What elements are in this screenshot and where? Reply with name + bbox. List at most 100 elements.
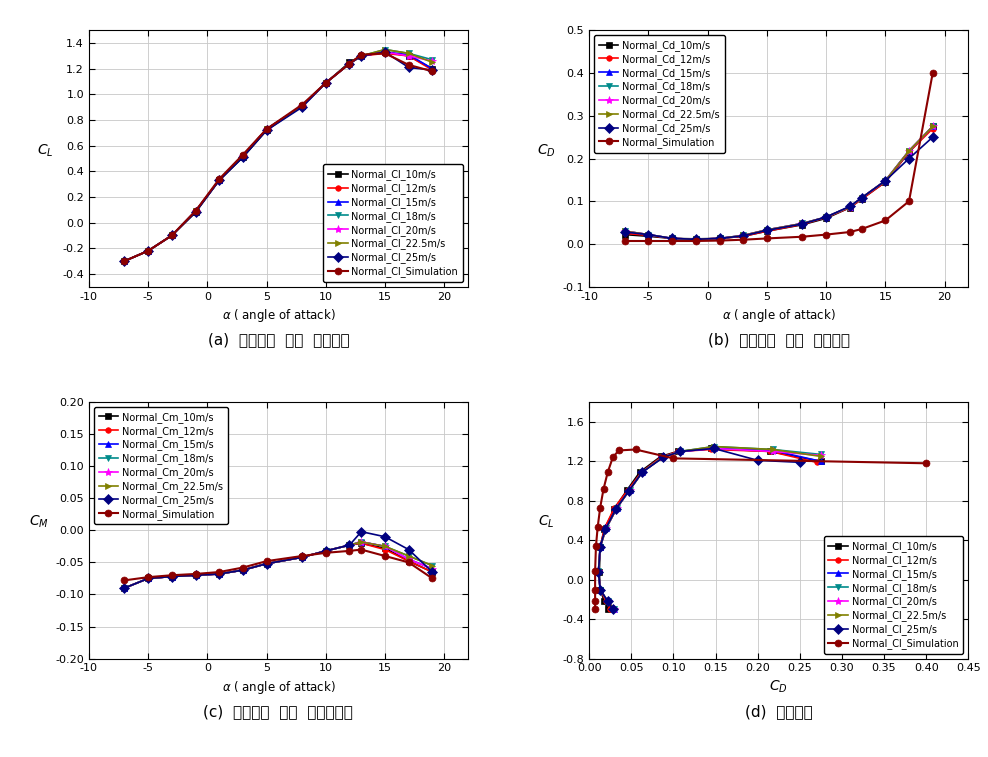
Normal_Cm_12m/s	[213, 569, 225, 578]
Normal_Cd_18m/s	[666, 234, 678, 243]
Normal_Simulation	[856, 225, 867, 234]
Normal_Cl_22.5m/s	[320, 78, 332, 87]
Normal_Cl_10m/s	[655, 452, 667, 461]
Normal_Cm_15m/s	[142, 574, 154, 583]
Normal_Cm_12m/s	[344, 540, 356, 550]
Normal_Cl_25m/s	[657, 453, 669, 462]
Normal_Cl_Simulation	[602, 468, 614, 477]
Normal_Cd_10m/s	[844, 203, 856, 212]
Normal_Cm_25m/s	[237, 565, 249, 575]
Normal_Cm_18m/s	[190, 571, 202, 580]
Normal_Cl_22.5m/s	[594, 585, 606, 594]
Line: Normal_Simulation: Normal_Simulation	[621, 70, 937, 245]
Normal_Cl_22.5m/s	[142, 246, 154, 255]
Normal_Cl_25m/s	[607, 605, 618, 614]
Normal_Cm_12m/s	[142, 574, 154, 583]
Normal_Cl_18m/s	[602, 597, 614, 606]
Normal_Cl_22.5m/s	[213, 176, 225, 185]
Legend: Normal_Cm_10m/s, Normal_Cm_12m/s, Normal_Cm_15m/s, Normal_Cm_18m/s, Normal_Cm_20: Normal_Cm_10m/s, Normal_Cm_12m/s, Normal…	[94, 407, 228, 525]
Normal_Simulation	[142, 572, 154, 581]
Normal_Cm_25m/s	[261, 559, 273, 569]
Normal_Cm_10m/s	[119, 584, 130, 593]
Normal_Cd_10m/s	[903, 148, 915, 157]
Normal_Cl_25m/s	[593, 567, 605, 576]
Normal_Cl_12m/s	[605, 605, 617, 614]
Normal_Cm_18m/s	[344, 540, 356, 550]
Normal_Cm_20m/s	[213, 569, 225, 578]
Normal_Cd_22.5m/s	[820, 213, 832, 222]
Normal_Cm_12m/s	[119, 584, 130, 593]
Normal_Cl_20m/s	[767, 447, 779, 456]
Line: Normal_Cm_18m/s: Normal_Cm_18m/s	[121, 538, 436, 591]
Normal_Simulation	[642, 236, 654, 245]
Normal_Cl_20m/s	[190, 207, 202, 216]
Normal_Simulation	[820, 230, 832, 239]
Normal_Cl_25m/s	[356, 51, 368, 61]
Normal_Cm_20m/s	[427, 564, 439, 573]
Line: Normal_Cm_20m/s: Normal_Cm_20m/s	[121, 537, 437, 592]
Normal_Cd_25m/s	[713, 234, 725, 243]
Normal_Cd_20m/s	[856, 193, 867, 202]
Normal_Cm_10m/s	[142, 574, 154, 583]
Normal_Cd_22.5m/s	[927, 122, 939, 131]
Normal_Cl_18m/s	[767, 445, 779, 454]
Normal_Cd_20m/s	[737, 231, 749, 240]
Normal_Cd_22.5m/s	[844, 202, 856, 211]
Normal_Cd_25m/s	[761, 226, 773, 235]
Normal_Cm_18m/s	[427, 561, 439, 570]
Normal_Cl_22.5m/s	[815, 452, 827, 461]
Normal_Cl_15m/s	[356, 51, 368, 61]
Normal_Cd_12m/s	[856, 195, 867, 204]
Normal_Cd_12m/s	[690, 235, 701, 244]
Normal_Cl_20m/s	[708, 444, 720, 453]
Normal_Cl_10m/s	[344, 58, 356, 67]
Normal_Cl_Simulation	[613, 446, 624, 455]
X-axis label: $\alpha$ ( angle of attack): $\alpha$ ( angle of attack)	[221, 307, 335, 324]
Line: Normal_Cl_22.5m/s: Normal_Cl_22.5m/s	[121, 46, 436, 264]
Normal_Cd_22.5m/s	[666, 234, 678, 243]
Line: Normal_Cd_20m/s: Normal_Cd_20m/s	[620, 123, 937, 244]
Normal_Cl_10m/s	[356, 51, 368, 61]
Normal_Cl_20m/s	[261, 124, 273, 133]
Normal_Cl_Simulation	[190, 207, 202, 216]
Normal_Cl_22.5m/s	[708, 442, 720, 451]
Normal_Cl_Simulation	[592, 523, 604, 532]
Normal_Cd_15m/s	[927, 122, 939, 131]
Line: Normal_Cm_10m/s: Normal_Cm_10m/s	[122, 540, 435, 591]
Normal_Cl_18m/s	[600, 524, 612, 533]
Normal_Cl_20m/s	[594, 585, 606, 594]
Normal_Cd_10m/s	[761, 226, 773, 235]
Normal_Cm_12m/s	[166, 572, 178, 581]
Normal_Cl_10m/s	[765, 447, 777, 456]
Normal_Cl_22.5m/s	[403, 48, 415, 58]
Normal_Cl_18m/s	[593, 566, 605, 575]
Normal_Cm_10m/s	[344, 540, 356, 550]
Line: Normal_Cl_20m/s: Normal_Cl_20m/s	[121, 48, 437, 265]
Normal_Cl_Simulation	[594, 503, 606, 512]
Normal_Cl_22.5m/s	[602, 597, 614, 606]
Normal_Cm_22.5m/s	[190, 571, 202, 580]
Normal_Cl_22.5m/s	[593, 566, 605, 575]
Normal_Cl_12m/s	[166, 231, 178, 240]
Normal_Cl_12m/s	[190, 207, 202, 216]
Normal_Cd_15m/s	[666, 234, 678, 243]
Normal_Simulation	[903, 197, 915, 206]
Normal_Cm_20m/s	[344, 540, 356, 550]
Normal_Cl_10m/s	[672, 447, 684, 456]
Normal_Cl_12m/s	[765, 447, 777, 456]
Normal_Cm_12m/s	[261, 559, 273, 569]
Normal_Cm_18m/s	[403, 551, 415, 560]
Normal_Cm_12m/s	[427, 568, 439, 577]
Line: Normal_Cl_10m/s: Normal_Cl_10m/s	[122, 49, 435, 264]
Normal_Cd_25m/s	[642, 230, 654, 239]
Normal_Cl_20m/s	[674, 447, 686, 456]
Normal_Cl_Simulation	[607, 453, 618, 462]
X-axis label: $C_D$: $C_D$	[770, 679, 788, 696]
Normal_Cl_10m/s	[237, 153, 249, 162]
Normal_Cl_Simulation	[296, 100, 308, 109]
Normal_Cl_20m/s	[593, 566, 605, 575]
Normal_Cl_10m/s	[119, 257, 130, 266]
Normal_Cd_25m/s	[903, 154, 915, 163]
Normal_Simulation	[618, 236, 630, 245]
Normal_Cl_15m/s	[594, 543, 606, 552]
